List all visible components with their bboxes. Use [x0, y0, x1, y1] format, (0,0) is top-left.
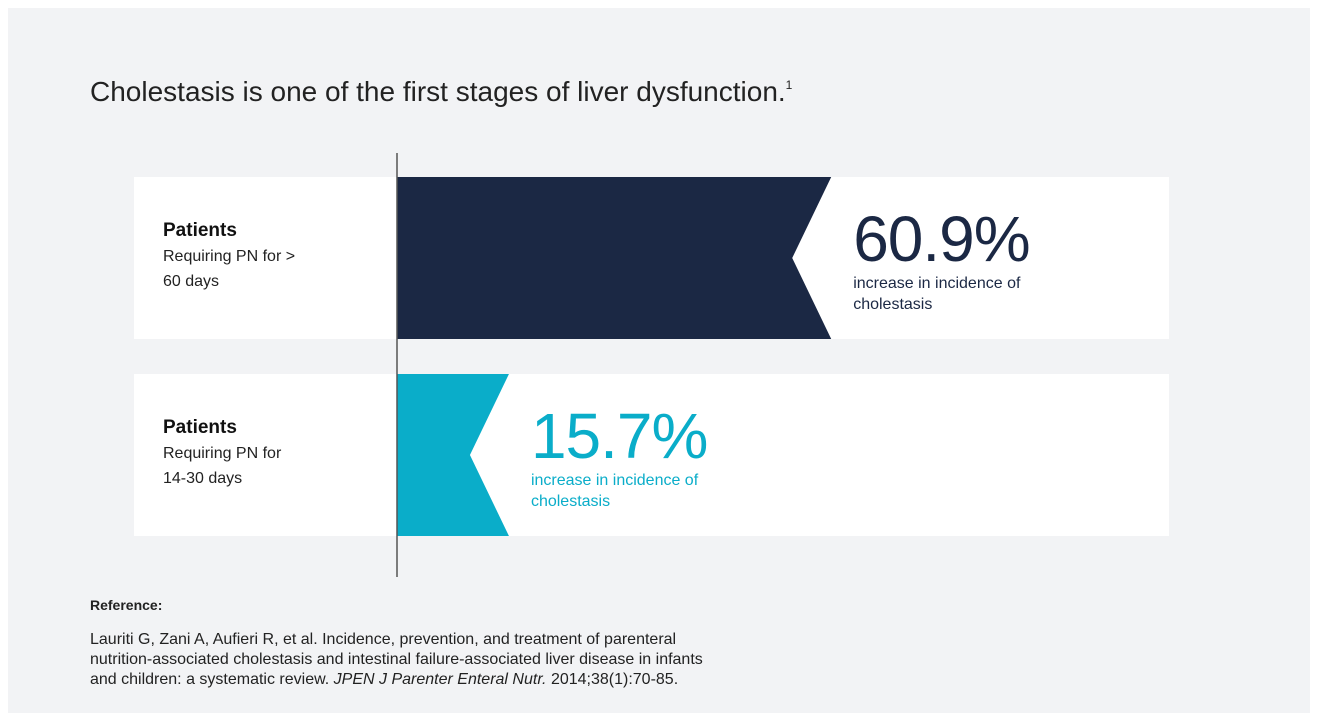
- category-detail: Requiring PN for 14-30 days: [163, 445, 282, 487]
- reference-heading: Reference:: [90, 597, 163, 613]
- bar: [397, 177, 832, 339]
- chart-title: Cholestasis is one of the first stages o…: [90, 76, 792, 108]
- reference-tail: 2014;38(1):70-85.: [546, 671, 679, 688]
- footnote-mark: 1: [785, 78, 793, 92]
- bar: [397, 374, 509, 536]
- reference-text: Lauriti G, Zani A, Aufieri R, et al. Inc…: [90, 630, 730, 690]
- title-text: Cholestasis is one of the first stages o…: [90, 76, 786, 107]
- reference-body: Lauriti G, Zani A, Aufieri R, et al. Inc…: [90, 631, 703, 688]
- reference-journal: JPEN J Parenter Enteral Nutr.: [333, 671, 547, 688]
- value-label: 15.7%: [530, 400, 708, 472]
- category-label: Patients: [163, 417, 237, 438]
- row-panel: [134, 374, 1169, 536]
- value-note: increase in incidence of cholestasis: [530, 472, 699, 510]
- value-label: 60.9%: [853, 203, 1030, 275]
- category-detail: Requiring PN for > 60 days: [163, 248, 296, 290]
- category-label: Patients: [163, 220, 237, 241]
- background: [8, 8, 1310, 713]
- value-note: increase in incidence of cholestasis: [853, 275, 1021, 313]
